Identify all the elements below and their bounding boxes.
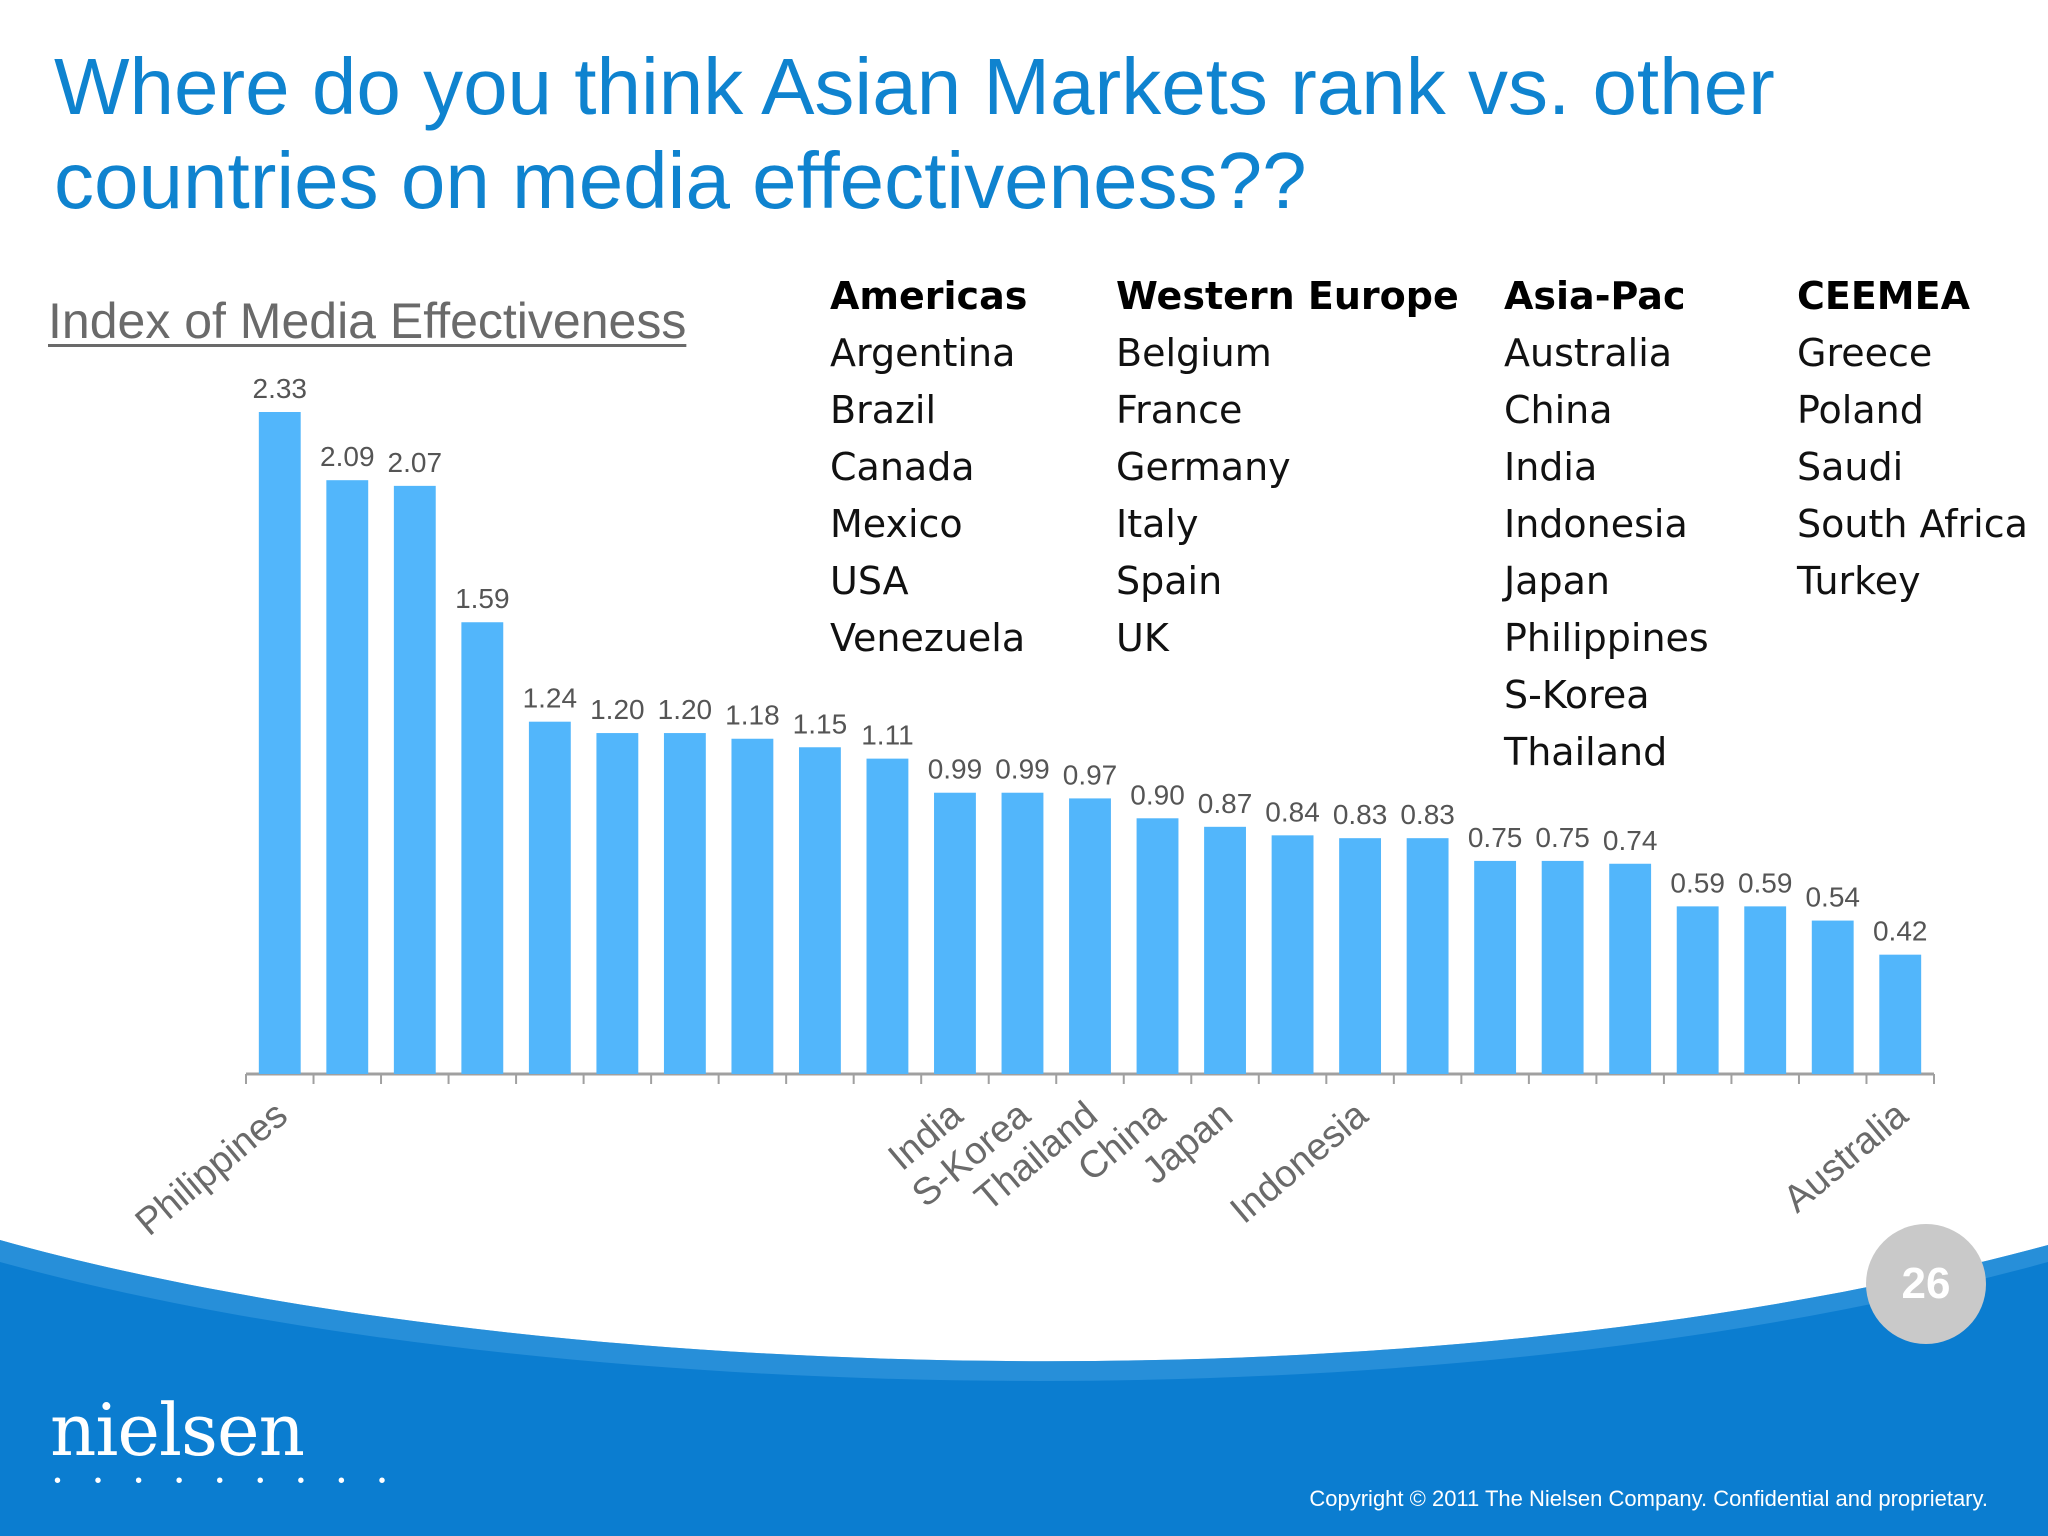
- bar: [1744, 906, 1787, 1074]
- bar-value-label: 0.99: [995, 754, 1050, 785]
- region-country: Spain: [1116, 559, 1223, 603]
- bar: [1069, 798, 1111, 1074]
- bar: [1001, 792, 1044, 1074]
- bar-value-label: 1.11: [861, 720, 913, 751]
- region-header: CEEMEA: [1797, 274, 1970, 318]
- region-country: Thailand: [1504, 730, 1668, 774]
- region-ceemea: CEEMEA Greece Poland Saudi South Africa …: [1797, 268, 2028, 610]
- bar-value-label: 1.18: [725, 700, 780, 731]
- region-country: India: [1504, 445, 1598, 489]
- bar: [1474, 860, 1517, 1074]
- bar: [326, 480, 369, 1074]
- bar: [798, 747, 841, 1074]
- region-country: Poland: [1797, 388, 1924, 432]
- region-americas: Americas Argentina Brazil Canada Mexico …: [830, 268, 1027, 667]
- bar-value-label: 0.99: [928, 754, 983, 785]
- bar: [1136, 818, 1179, 1074]
- bar-value-label: 0.83: [1400, 799, 1455, 830]
- region-western-europe: Western Europe Belgium France Germany It…: [1116, 268, 1459, 667]
- bar-value-label: 0.74: [1603, 825, 1658, 856]
- bar-value-label: 0.59: [1738, 867, 1793, 898]
- bar-value-label: 0.87: [1198, 788, 1253, 819]
- region-country: Australia: [1504, 331, 1673, 375]
- region-header: Western Europe: [1116, 274, 1459, 318]
- bar-value-label: 0.83: [1333, 799, 1388, 830]
- region-country: China: [1504, 388, 1613, 432]
- region-country: Turkey: [1797, 559, 1921, 603]
- region-country: Philippines: [1504, 616, 1709, 660]
- bar: [1204, 826, 1246, 1074]
- footer-wave-highlight: [0, 1240, 2048, 1381]
- bar-value-label: 2.33: [253, 373, 308, 404]
- region-country: Brazil: [830, 388, 937, 432]
- bar: [1676, 906, 1719, 1074]
- bar-value-label: 0.90: [1130, 779, 1185, 810]
- bar: [731, 738, 774, 1074]
- bar-value-label: 1.15: [793, 708, 848, 739]
- bar-value-label: 0.75: [1535, 822, 1590, 853]
- bar: [1811, 920, 1854, 1074]
- region-country: Venezuela: [830, 616, 1026, 660]
- x-tick-label: Philippines: [128, 1094, 296, 1244]
- footer-wave: [0, 1240, 2048, 1536]
- bar: [1541, 860, 1584, 1074]
- bar: [866, 758, 909, 1074]
- bar: [461, 622, 504, 1074]
- bar: [934, 792, 976, 1074]
- bar-value-label: 0.54: [1805, 882, 1860, 913]
- bar-value-label: 2.09: [320, 441, 375, 472]
- bar: [1609, 863, 1652, 1074]
- chart-title: Index of Media Effectiveness: [48, 293, 687, 349]
- region-country: Mexico: [830, 502, 963, 546]
- region-country: Japan: [1504, 559, 1610, 603]
- bar: [663, 733, 706, 1074]
- page-number-badge: 26: [1866, 1224, 1986, 1344]
- x-tick-label: Indonesia: [1223, 1093, 1377, 1232]
- region-header: Asia-Pac: [1504, 274, 1686, 318]
- region-country: Belgium: [1116, 331, 1272, 375]
- bar-value-label: 0.97: [1063, 759, 1118, 790]
- region-country: France: [1116, 388, 1243, 432]
- nielsen-logo: nielsen: [50, 1388, 305, 1472]
- bar-value-label: 0.59: [1670, 867, 1725, 898]
- region-country: South Africa: [1797, 502, 2028, 546]
- bar-value-label: 1.20: [590, 694, 645, 725]
- bar-chart: 2.33 Philippines 2.09 2.07 1.59 1.24 1.20 1.20 1…: [128, 373, 1935, 1244]
- region-country: Argentina: [830, 331, 1016, 375]
- bar: [393, 485, 436, 1075]
- region-asia-pac: Asia-Pac Australia China India Indonesia…: [1504, 268, 1709, 781]
- bar: [596, 733, 639, 1074]
- region-country: Canada: [830, 445, 975, 489]
- region-country: Italy: [1116, 502, 1199, 546]
- bar: [1406, 838, 1449, 1074]
- region-country: UK: [1116, 616, 1169, 660]
- copyright-text: Copyright © 2011 The Nielsen Company. Co…: [1309, 1486, 1988, 1511]
- region-country: Greece: [1797, 331, 1933, 375]
- region-country: Germany: [1116, 445, 1291, 489]
- bar-value-label: 1.24: [523, 683, 578, 714]
- bar: [528, 721, 571, 1074]
- slide-title: Where do you think Asian Markets rank vs…: [54, 42, 1775, 225]
- bar: [1339, 838, 1382, 1074]
- x-tick-label: Australia: [1776, 1093, 1917, 1221]
- region-country: Saudi: [1797, 445, 1904, 489]
- bar: [1271, 835, 1314, 1074]
- region-country: Indonesia: [1504, 502, 1688, 546]
- bar-value-label: 1.20: [658, 694, 713, 725]
- bar-value-label: 2.07: [388, 447, 443, 478]
- bar-value-label: 1.59: [455, 583, 510, 614]
- bar: [258, 412, 301, 1074]
- nielsen-logo-dots: • • • • • • • • •: [54, 1470, 400, 1492]
- region-country: S-Korea: [1504, 673, 1650, 717]
- region-country: USA: [830, 559, 909, 603]
- bar-value-label: 0.42: [1873, 916, 1928, 947]
- bar-value-label: 0.75: [1468, 822, 1523, 853]
- bar: [1879, 954, 1922, 1074]
- bar-value-label: 0.84: [1265, 796, 1320, 827]
- region-header: Americas: [830, 274, 1028, 318]
